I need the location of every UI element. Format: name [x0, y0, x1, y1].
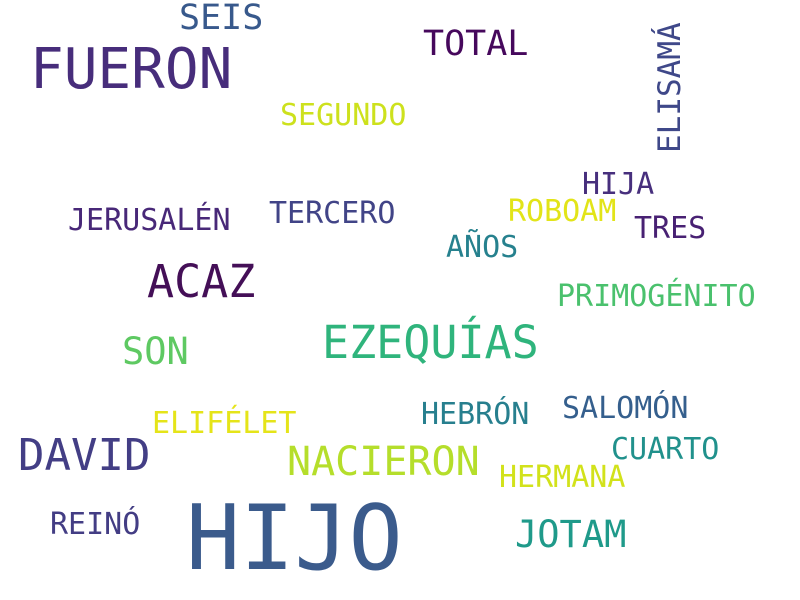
- word-hija: HIJA: [582, 167, 655, 202]
- word-ezequias: EZEQUÍAS: [322, 316, 539, 369]
- word-elisama: ELISAMÁ: [652, 22, 688, 153]
- word-seis: SEIS: [179, 0, 264, 38]
- word-acaz: ACAZ: [147, 255, 256, 308]
- word-primogenito: PRIMOGÉNITO: [557, 279, 756, 314]
- word-salomon: SALOMÓN: [562, 391, 689, 426]
- word-elifelet: ELIFÉLET: [152, 406, 297, 441]
- word-roboam: ROBOAM: [508, 194, 617, 229]
- word-nacieron: NACIERON: [287, 439, 480, 485]
- word-david: DAVID: [18, 430, 151, 481]
- word-son: SON: [122, 330, 189, 373]
- word-reino: REINÓ: [50, 507, 141, 542]
- word-hebron: HEBRÓN: [421, 397, 530, 432]
- word-hijo: HIJO: [186, 486, 403, 591]
- word-anos: AÑOS: [446, 230, 519, 265]
- word-tercero: TERCERO: [269, 196, 396, 231]
- word-tres: TRES: [634, 211, 707, 246]
- word-fueron: FUERON: [30, 37, 233, 102]
- word-jotam: JOTAM: [515, 513, 627, 556]
- word-total: TOTAL: [423, 24, 529, 64]
- word-cuarto: CUARTO: [611, 432, 720, 467]
- word-jerusalen: JERUSALÉN: [68, 203, 231, 238]
- word-hermana: HERMANA: [499, 460, 626, 495]
- word-segundo: SEGUNDO: [280, 98, 407, 133]
